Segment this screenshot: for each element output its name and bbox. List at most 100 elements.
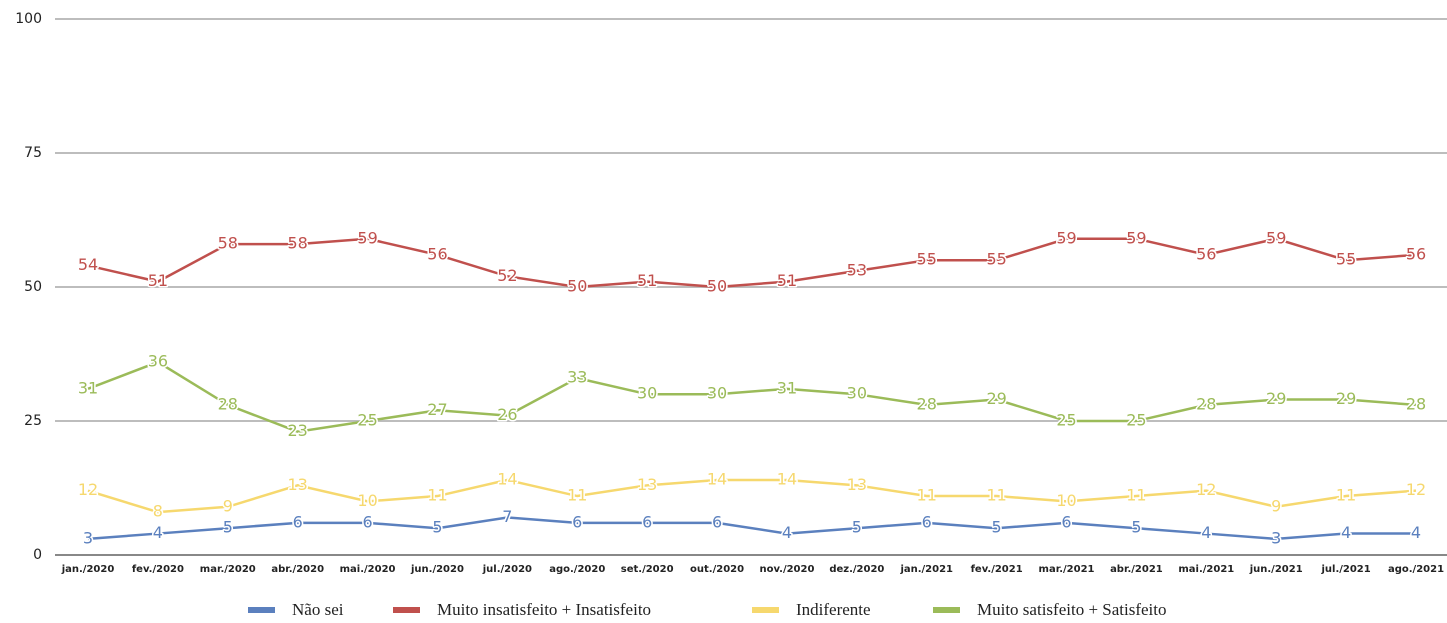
data-label: 28 — [218, 394, 238, 413]
data-label: 6 — [922, 512, 932, 531]
data-label: 53 — [847, 260, 867, 279]
x-tick-label: nov./2020 — [759, 564, 814, 575]
data-label: 30 — [847, 384, 867, 403]
data-label: 3 — [83, 528, 93, 547]
data-label: 55 — [1336, 250, 1356, 269]
x-tick-label: jun./2020 — [410, 564, 464, 575]
data-label: 5 — [432, 518, 442, 537]
data-label: 9 — [223, 496, 233, 515]
data-label: 52 — [497, 266, 517, 285]
data-label: 10 — [1056, 491, 1076, 510]
data-label: 50 — [707, 277, 727, 296]
data-label: 31 — [78, 378, 98, 397]
data-label: 56 — [427, 244, 447, 263]
x-tick-label: dez./2020 — [829, 564, 884, 575]
data-label: 25 — [1056, 411, 1076, 430]
x-tick-label: mar./2020 — [200, 564, 256, 575]
data-label: 7 — [502, 507, 512, 526]
x-tick-label: fev./2021 — [971, 564, 1023, 575]
data-label: 59 — [1266, 228, 1286, 247]
data-label: 3 — [1271, 528, 1281, 547]
data-label: 25 — [357, 411, 377, 430]
data-label: 59 — [357, 228, 377, 247]
data-label: 30 — [707, 384, 727, 403]
data-label: 12 — [78, 480, 98, 499]
data-label: 13 — [847, 475, 867, 494]
legend-swatch — [933, 607, 960, 613]
data-label: 36 — [148, 352, 168, 371]
data-label: 59 — [1056, 228, 1076, 247]
data-label: 25 — [1126, 411, 1146, 430]
data-label: 11 — [986, 486, 1006, 505]
x-tick-label: ago./2021 — [1388, 564, 1444, 575]
data-label: 11 — [1336, 486, 1356, 505]
x-tick-label: jul./2021 — [1320, 564, 1370, 575]
data-label: 26 — [497, 405, 517, 424]
data-label: 13 — [288, 475, 308, 494]
data-label: 4 — [1411, 523, 1421, 542]
legend-label: Muito insatisfeito + Insatisfeito — [437, 600, 651, 619]
x-tick-label: fev./2020 — [132, 564, 184, 575]
data-label: 29 — [986, 389, 1006, 408]
data-label: 4 — [1201, 523, 1211, 542]
data-label: 6 — [712, 512, 722, 531]
data-label: 6 — [293, 512, 303, 531]
data-label: 55 — [986, 250, 1006, 269]
series-line — [87, 237, 1417, 289]
data-label: 6 — [362, 512, 372, 531]
series-line — [87, 360, 1417, 434]
data-label: 51 — [637, 271, 657, 290]
data-label: 54 — [78, 255, 98, 274]
data-label: 50 — [567, 277, 587, 296]
data-label: 5 — [992, 518, 1002, 537]
y-tick-label: 50 — [24, 279, 42, 295]
data-label: 33 — [567, 368, 587, 387]
data-label: 31 — [777, 378, 797, 397]
legend-swatch — [752, 607, 779, 613]
x-tick-label: ago./2020 — [549, 564, 605, 575]
data-label: 56 — [1196, 244, 1216, 263]
data-label: 28 — [1406, 394, 1426, 413]
legend-label: Indiferente — [796, 600, 871, 619]
series-line — [87, 516, 1416, 541]
data-label: 13 — [637, 475, 657, 494]
x-tick-label: abr./2020 — [271, 564, 324, 575]
x-tick-label: mai./2021 — [1178, 564, 1234, 575]
data-label: 12 — [1196, 480, 1216, 499]
data-label: 28 — [917, 394, 937, 413]
data-label: 6 — [572, 512, 582, 531]
x-tick-label: abr./2021 — [1110, 564, 1163, 575]
data-label: 55 — [917, 250, 937, 269]
data-label: 27 — [427, 400, 447, 419]
data-label: 6 — [642, 512, 652, 531]
data-label: 5 — [223, 518, 233, 537]
data-label: 11 — [427, 486, 447, 505]
data-label: 58 — [218, 234, 238, 253]
data-label: 23 — [288, 421, 308, 440]
data-label: 4 — [782, 523, 792, 542]
legend-swatch — [393, 607, 420, 613]
data-label: 5 — [852, 518, 862, 537]
legend-label: Muito satisfeito + Satisfeito — [977, 600, 1167, 619]
x-tick-label: mai./2020 — [340, 564, 396, 575]
x-tick-label: set./2020 — [621, 564, 674, 575]
data-label: 11 — [567, 486, 587, 505]
data-label: 59 — [1126, 228, 1146, 247]
data-label: 29 — [1336, 389, 1356, 408]
legend-label: Não sei — [292, 600, 344, 619]
data-label: 5 — [1131, 518, 1141, 537]
x-tick-label: out./2020 — [690, 564, 744, 575]
data-label: 4 — [1341, 523, 1351, 542]
x-tick-label: jun./2021 — [1249, 564, 1303, 575]
data-label: 8 — [153, 502, 163, 521]
legend-swatch — [248, 607, 275, 613]
data-label: 51 — [777, 271, 797, 290]
data-label: 11 — [917, 486, 937, 505]
data-label: 6 — [1061, 512, 1071, 531]
data-label: 58 — [288, 234, 308, 253]
x-tick-label: jan./2020 — [61, 564, 115, 575]
data-label: 10 — [357, 491, 377, 510]
data-label: 29 — [1266, 389, 1286, 408]
series-line — [87, 478, 1417, 514]
